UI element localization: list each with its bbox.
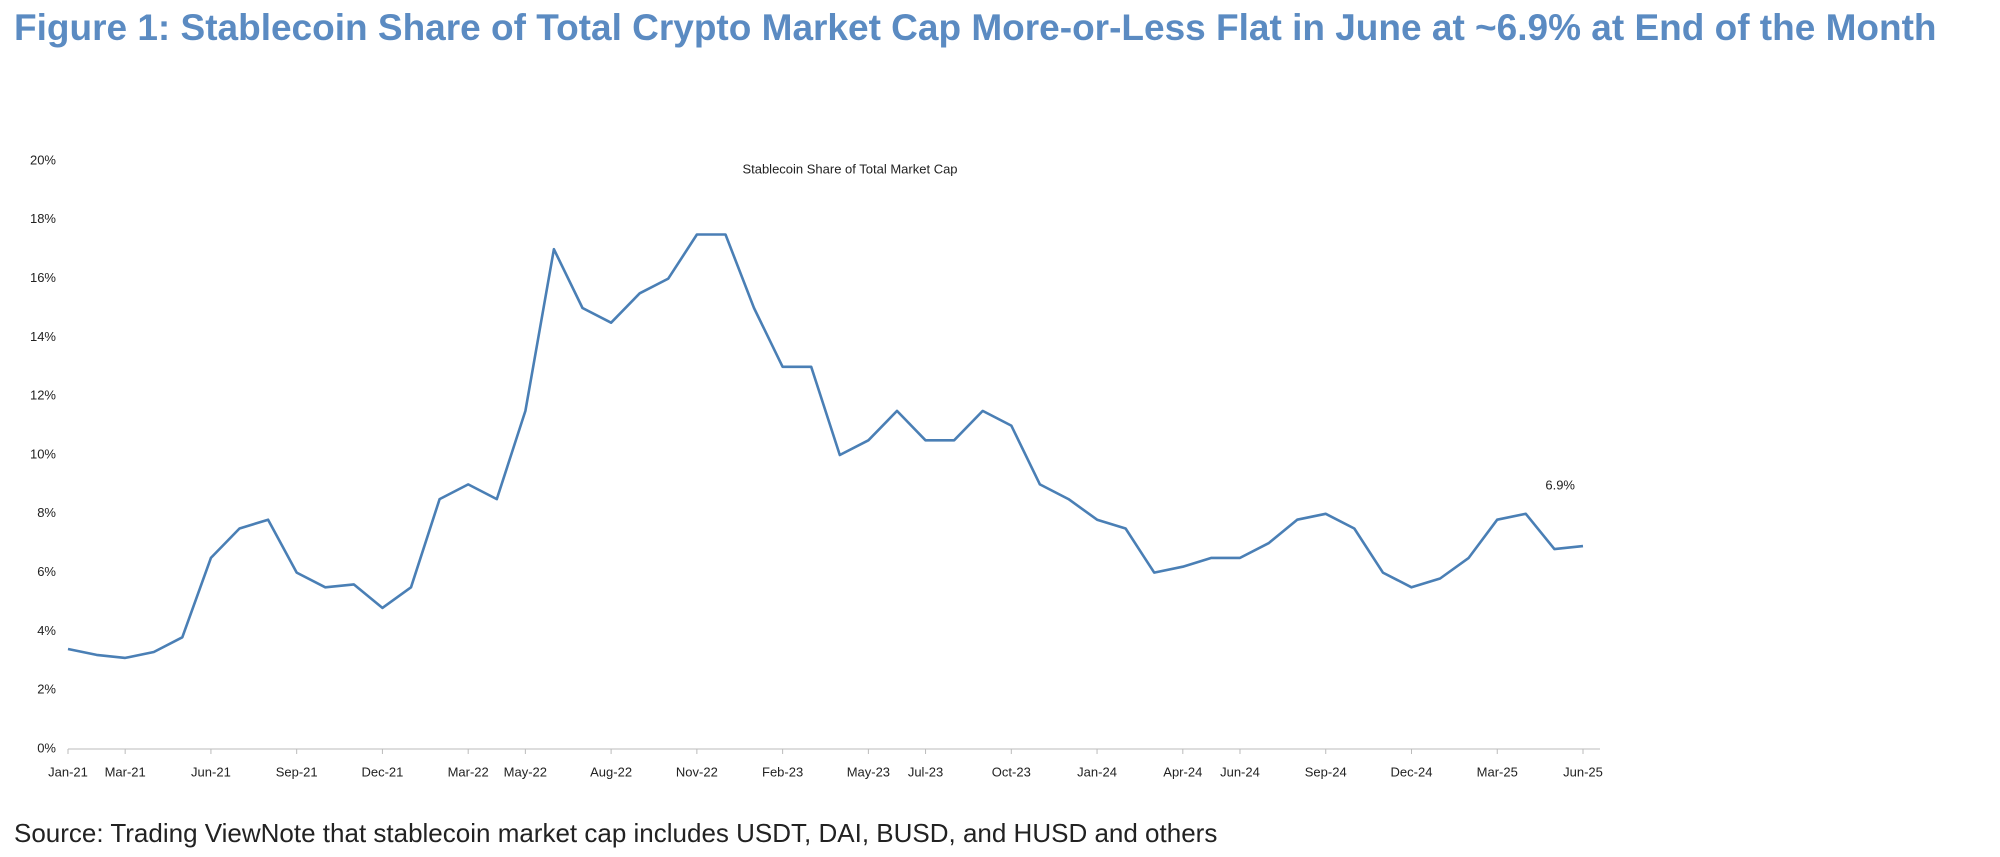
x-tick-label: Sep-24 [1305, 764, 1347, 779]
x-tick-label: Apr-24 [1163, 764, 1202, 779]
x-tick-label: Mar-25 [1477, 764, 1518, 779]
y-tick-label: 12% [30, 388, 56, 403]
x-tick-label: Jul-23 [908, 764, 943, 779]
x-tick-label: Mar-22 [448, 764, 489, 779]
y-tick-label: 8% [37, 505, 56, 520]
x-tick-label: May-23 [847, 764, 890, 779]
x-tick-label: Dec-21 [361, 764, 403, 779]
x-tick-label: Sep-21 [276, 764, 318, 779]
x-tick-label: Dec-24 [1391, 764, 1433, 779]
x-tick-label: Jan-24 [1077, 764, 1117, 779]
x-tick-label: May-22 [504, 764, 547, 779]
x-tick-label: Jun-21 [191, 764, 231, 779]
y-tick-label: 6% [37, 564, 56, 579]
y-tick-label: 4% [37, 623, 56, 638]
x-tick-label: Feb-23 [762, 764, 803, 779]
y-tick-label: 2% [37, 682, 56, 697]
y-tick-label: 20% [30, 152, 56, 167]
x-tick-label: Mar-21 [105, 764, 146, 779]
y-tick-label: 10% [30, 446, 56, 461]
x-tick-label: Nov-22 [676, 764, 718, 779]
chart-subtitle: Stablecoin Share of Total Market Cap [742, 161, 957, 176]
x-tick-label: Jun-25 [1563, 764, 1603, 779]
y-tick-label: 14% [30, 329, 56, 344]
end-annotation: 6.9% [1545, 478, 1575, 493]
source-note: Source: Trading ViewNote that stablecoin… [14, 818, 1218, 848]
y-tick-label: 16% [30, 270, 56, 285]
y-tick-label: 18% [30, 211, 56, 226]
data-line [67, 233, 1584, 660]
x-tick-label: Aug-22 [590, 764, 632, 779]
x-tick-label: Oct-23 [992, 764, 1031, 779]
y-tick-label: 0% [37, 740, 56, 755]
x-tick-label: Jan-21 [48, 764, 88, 779]
figure-title: Figure 1: Stablecoin Share of Total Cryp… [14, 7, 1937, 48]
x-tick-label: Jun-24 [1220, 764, 1260, 779]
